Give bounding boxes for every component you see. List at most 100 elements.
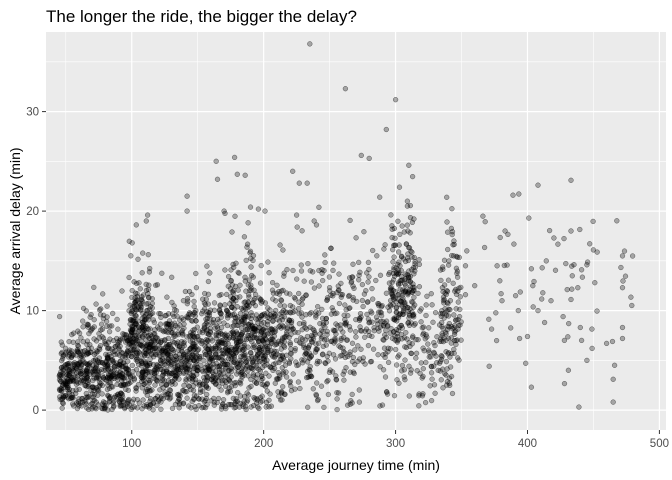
data-point	[205, 385, 211, 391]
data-point	[131, 333, 138, 339]
data-point	[129, 339, 135, 346]
data-point	[271, 348, 277, 354]
data-point	[236, 270, 242, 276]
data-point	[395, 267, 401, 273]
data-point	[342, 86, 349, 92]
data-point	[277, 357, 283, 363]
data-point	[323, 342, 329, 348]
data-point	[452, 317, 459, 323]
data-point	[211, 307, 218, 313]
data-point	[388, 303, 394, 309]
data-point	[326, 350, 332, 356]
data-point	[386, 280, 393, 286]
data-point	[335, 287, 342, 293]
data-point	[349, 340, 356, 346]
data-point	[456, 254, 462, 261]
data-point	[264, 310, 270, 316]
data-point	[395, 282, 402, 288]
data-point	[266, 404, 272, 410]
data-point	[408, 367, 414, 373]
data-point	[402, 282, 409, 289]
data-point	[283, 369, 289, 375]
data-points	[56, 41, 636, 413]
data-point	[366, 320, 372, 326]
data-point	[59, 400, 66, 406]
data-point	[256, 295, 262, 301]
data-point	[297, 385, 303, 392]
data-point	[391, 393, 398, 399]
data-point	[245, 362, 251, 369]
data-point	[172, 307, 178, 313]
data-point	[234, 314, 241, 320]
data-point	[446, 306, 452, 313]
data-point	[523, 360, 529, 366]
data-point	[453, 265, 460, 271]
data-point	[235, 389, 241, 396]
data-point	[271, 329, 277, 336]
data-point	[328, 245, 334, 251]
data-point	[561, 380, 568, 387]
data-point	[149, 305, 155, 311]
data-point	[303, 292, 309, 299]
data-point	[133, 366, 140, 373]
data-point	[105, 372, 112, 378]
data-point	[564, 286, 570, 293]
data-point	[219, 380, 226, 386]
data-point	[389, 226, 395, 232]
data-point	[127, 302, 133, 308]
data-point	[313, 347, 320, 353]
data-point	[131, 309, 137, 316]
data-point	[91, 397, 98, 403]
data-point	[326, 284, 333, 291]
data-point	[244, 241, 251, 247]
data-point	[73, 390, 79, 397]
data-point	[235, 287, 241, 293]
data-point	[87, 314, 93, 320]
data-point	[369, 310, 375, 316]
data-point	[194, 364, 200, 370]
data-point	[90, 397, 96, 403]
data-point	[129, 294, 135, 301]
data-point	[213, 158, 219, 164]
data-point	[430, 319, 436, 325]
data-point	[358, 346, 364, 352]
data-point	[488, 326, 495, 332]
data-point	[221, 320, 227, 326]
data-point	[418, 360, 424, 366]
data-point	[288, 331, 294, 338]
data-point	[75, 401, 81, 407]
data-point	[213, 381, 219, 387]
data-point	[415, 337, 421, 343]
data-point	[292, 345, 298, 352]
data-point	[248, 310, 254, 316]
data-point	[129, 317, 135, 323]
data-point	[377, 194, 383, 200]
data-point	[407, 370, 414, 376]
data-point	[262, 325, 268, 331]
data-point	[410, 265, 417, 271]
data-point	[401, 229, 407, 235]
data-point	[146, 403, 152, 409]
data-point	[142, 325, 148, 331]
data-point	[395, 218, 401, 224]
data-point	[191, 303, 197, 310]
data-point	[264, 380, 270, 387]
data-point	[296, 290, 302, 297]
data-point	[231, 357, 238, 363]
data-point	[76, 386, 82, 393]
data-point	[589, 345, 595, 352]
data-point	[218, 338, 224, 344]
data-point	[180, 340, 187, 347]
data-point	[204, 319, 210, 325]
data-point	[248, 285, 254, 291]
data-point	[323, 315, 330, 322]
data-point	[383, 290, 390, 296]
data-point	[456, 313, 463, 320]
data-point	[261, 339, 267, 345]
data-point	[71, 363, 77, 369]
data-point	[330, 327, 337, 333]
data-point	[429, 302, 435, 308]
data-point	[444, 382, 450, 388]
data-point	[158, 406, 164, 412]
data-point	[258, 321, 265, 327]
